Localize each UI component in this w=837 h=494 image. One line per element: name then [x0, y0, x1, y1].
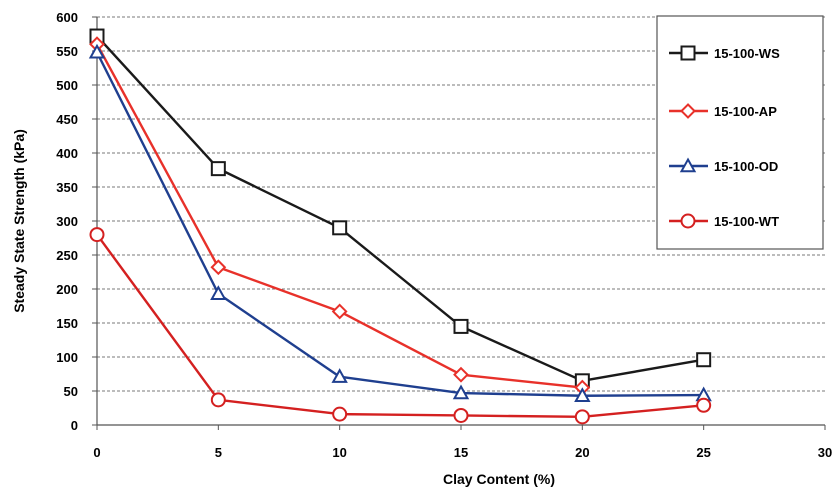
data-point-diamond: [210, 259, 227, 276]
y-tick-label: 250: [56, 248, 78, 263]
x-tick-label: 0: [93, 445, 100, 460]
data-point-circle: [696, 397, 712, 413]
series-line: [96, 233, 704, 419]
x-tick-label: 10: [332, 445, 346, 460]
legend-item-15-100-WS: 15-100-WS: [669, 45, 780, 61]
data-point-triangle: [452, 384, 470, 400]
data-point-diamond: [680, 103, 696, 119]
data-point-square: [453, 318, 469, 334]
data-point-square: [210, 161, 226, 177]
data-point-circle: [680, 213, 696, 229]
y-tick-label: 550: [56, 44, 78, 59]
data-point-circle: [574, 409, 590, 425]
y-tick-label: 200: [56, 282, 78, 297]
x-tick-label: 15: [454, 445, 468, 460]
y-tick-label: 0: [71, 418, 78, 433]
data-point-triangle: [210, 285, 227, 300]
data-point-triangle: [88, 43, 106, 59]
legend-item-15-100-WT: 15-100-WT: [669, 213, 779, 229]
series-line: [96, 35, 704, 382]
x-tick-label: 20: [575, 445, 589, 460]
data-point-triangle: [574, 387, 591, 402]
x-tick-label: 25: [696, 445, 710, 460]
y-tick-label: 350: [56, 180, 78, 195]
data-point-square: [696, 352, 712, 368]
x-axis-title: Clay Content (%): [443, 471, 555, 487]
y-tick-label: 500: [56, 78, 78, 93]
y-tick-label: 50: [64, 384, 78, 399]
series-15-100-AP: [89, 36, 591, 396]
legend: 15-100-WS 15-100-AP 15-100-OD 15-100-WT: [656, 15, 824, 250]
y-tick-label: 400: [56, 146, 78, 161]
legend-label: 15-100-WT: [714, 214, 779, 229]
series-line: [95, 51, 704, 397]
data-point-diamond: [331, 303, 348, 320]
legend-label: 15-100-WS: [714, 46, 780, 61]
data-point-diamond: [453, 366, 469, 383]
data-point-triangle: [331, 368, 348, 383]
legend-label: 15-100-AP: [714, 104, 777, 119]
axis-layer: 0 50 100 150 200 250 300 350 400 450 500 550 600 0 5 10…: [56, 10, 832, 460]
series-15-100-WT: [89, 227, 712, 425]
y-tick-label: 150: [56, 316, 78, 331]
data-point-circle: [210, 392, 226, 408]
x-tick-label: 30: [818, 445, 832, 460]
y-tick-label: 100: [56, 350, 78, 365]
legend-label: 15-100-OD: [714, 159, 778, 174]
y-tick-label: 450: [56, 112, 78, 127]
series-layer: [88, 28, 712, 425]
legend-item-15-100-OD: 15-100-OD: [669, 157, 778, 174]
series-15-100-WS: [89, 28, 712, 389]
data-point-circle: [89, 227, 105, 243]
series-15-100-OD: [88, 43, 712, 402]
y-tick-label: 300: [56, 214, 78, 229]
data-point-square: [332, 220, 348, 236]
data-point-triangle: [679, 157, 697, 173]
data-point-circle: [332, 406, 348, 422]
y-axis-title: Steady State Strength (kPa): [11, 129, 27, 313]
x-tick-label: 5: [215, 445, 222, 460]
y-tick-label: 600: [56, 10, 78, 25]
series-line: [95, 43, 583, 389]
legend-item-15-100-AP: 15-100-AP: [669, 103, 777, 119]
data-point-circle: [453, 407, 469, 423]
data-point-square: [680, 45, 696, 61]
